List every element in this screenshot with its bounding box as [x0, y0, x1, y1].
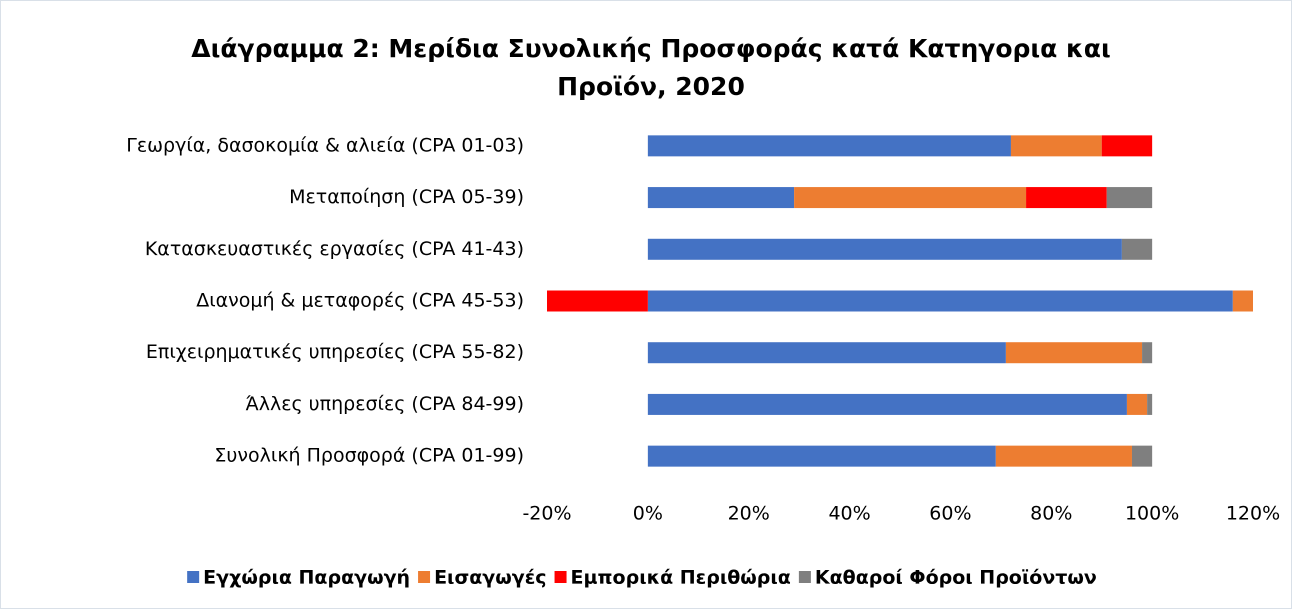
bar-segment	[647, 393, 1127, 415]
bar-segment	[1106, 187, 1153, 209]
y-tick-label: Άλλες υπηρεσίες (CPA 84-99)	[246, 393, 524, 415]
legend-label: Εγχώρια Παραγωγή	[203, 567, 410, 589]
legend-label: Εισαγωγές	[434, 567, 546, 589]
chart-title: Διάγραμμα 2: Μερίδια Συνολικής Προσφοράς…	[191, 34, 1111, 101]
legend-label: Εμπορικά Περιθώρια	[571, 567, 791, 589]
y-tick-label: Κατασκευαστικές εργασίες (CPA 41-43)	[145, 238, 524, 260]
bar-segment	[1131, 445, 1153, 467]
y-tick-label: Επιχειρηματικές υπηρεσίες (CPA 55-82)	[146, 341, 524, 363]
x-tick-label: 80%	[1030, 503, 1072, 525]
bar-segment	[647, 238, 1122, 260]
bar-segment	[1005, 342, 1143, 364]
legend-label: Καθαροί Φόροι Προϊόντων	[815, 567, 1097, 589]
bar-segment	[647, 290, 1233, 312]
x-tick-label: 0%	[633, 503, 663, 525]
bar-segment	[1147, 393, 1153, 415]
x-tick-label: 40%	[828, 503, 870, 525]
bar-segment	[1126, 393, 1148, 415]
legend-swatch	[187, 571, 200, 583]
x-tick-label: 20%	[728, 503, 770, 525]
x-tick-label: -20%	[522, 503, 571, 525]
bar-segment	[1232, 290, 1253, 312]
y-tick-label: Μεταποίηση (CPA 05-39)	[289, 186, 524, 208]
bar-segment	[647, 445, 996, 467]
x-tick-label: 100%	[1125, 503, 1179, 525]
bar-segment	[1121, 238, 1153, 260]
legend-swatch	[554, 571, 567, 583]
y-tick-label: Συνολική Προσφορά (CPA 01-99)	[214, 445, 524, 467]
legend-swatch	[798, 571, 811, 583]
x-tick-label: 60%	[929, 503, 971, 525]
bar-segment	[1101, 135, 1153, 157]
legend-swatch	[418, 571, 431, 583]
bar-segment	[647, 342, 1006, 364]
bar-segment	[995, 445, 1132, 467]
bar-segment	[1010, 135, 1102, 157]
x-tick-label: 120%	[1226, 503, 1280, 525]
bar-segment	[647, 187, 795, 209]
bar-segment	[547, 290, 648, 312]
y-tick-label: Διανομή & μεταφορές (CPA 45-53)	[196, 290, 524, 312]
bar-segment	[647, 135, 1011, 157]
bar-segment	[794, 187, 1027, 209]
bar-segment	[1026, 187, 1107, 209]
bar-segment	[1142, 342, 1153, 364]
y-tick-label: Γεωργία, δασοκομία & αλιεία (CPA 01-03)	[126, 134, 524, 156]
